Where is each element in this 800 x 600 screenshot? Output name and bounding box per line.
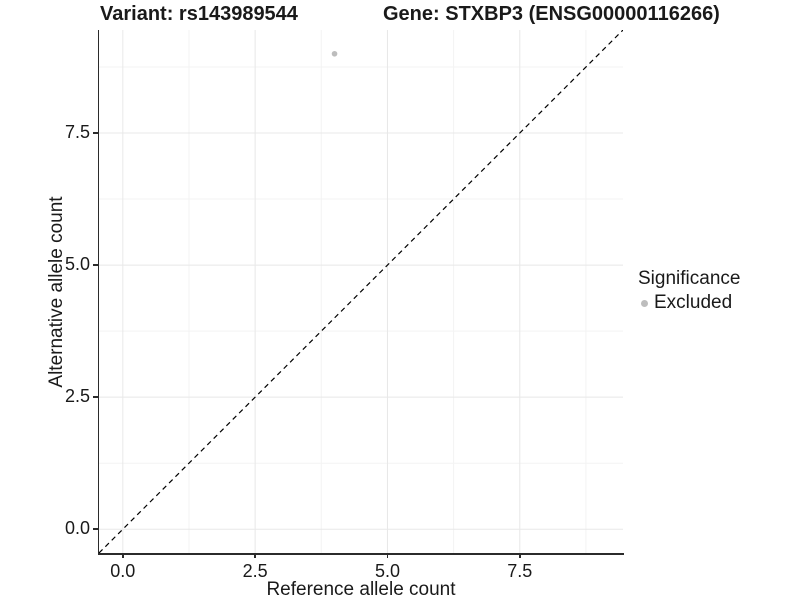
- x-tick-mark: [122, 553, 124, 558]
- y-tick-label: 5.0: [64, 254, 90, 275]
- y-axis-line: [97, 30, 99, 555]
- excluded-point-icon: [641, 299, 648, 307]
- x-tick-mark: [386, 553, 389, 558]
- legend-entry-excluded: Excluded: [638, 292, 740, 314]
- x-tick-label: 5.0: [374, 561, 400, 581]
- y-axis-title: Alternative allele count: [46, 196, 67, 388]
- gene-title: Gene: STXBP3 (ENSG00000116266): [383, 3, 720, 25]
- x-tick-label: 7.5: [507, 561, 533, 581]
- y-tick-label: 2.5: [64, 386, 90, 407]
- y-tick-label: 0.0: [64, 518, 90, 539]
- y-tick-mark: [93, 528, 98, 530]
- x-tick-label: 2.5: [242, 561, 268, 581]
- legend: Significance Excluded: [638, 268, 740, 314]
- x-axis-line: [97, 553, 624, 555]
- y-tick-mark: [93, 264, 98, 266]
- x-tick-label: 0.0: [110, 561, 136, 581]
- y-tick-mark: [93, 132, 98, 134]
- plot-area-svg: [99, 30, 623, 553]
- data-point: [331, 50, 338, 57]
- plot-panel: [99, 30, 623, 553]
- x-tick-mark: [254, 553, 256, 558]
- x-axis-title: Reference allele count: [266, 579, 456, 600]
- legend-title: Significance: [638, 268, 741, 289]
- identity-line: [99, 30, 623, 553]
- variant-title: Variant: rs143989544: [100, 3, 298, 25]
- x-tick-mark: [519, 553, 521, 558]
- legend-entry-label: Excluded: [654, 292, 733, 313]
- y-tick-mark: [93, 396, 98, 398]
- y-tick-label: 7.5: [64, 122, 90, 142]
